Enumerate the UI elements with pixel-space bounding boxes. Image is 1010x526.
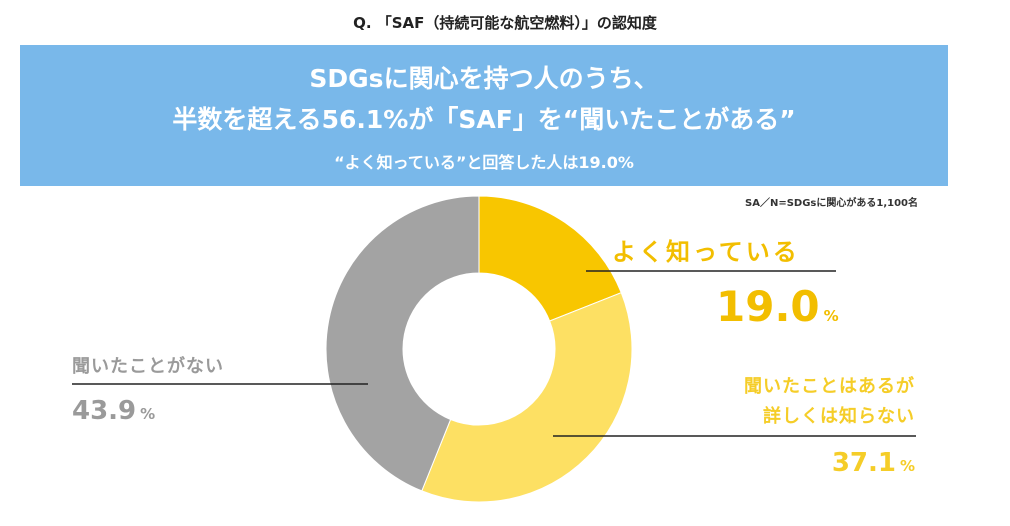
value-not-heard-number: 43.9 <box>72 396 137 426</box>
slice-well-known <box>478 195 622 322</box>
label-heard-line-2: 詳しくは知らない <box>763 406 915 427</box>
label-heard-line-1: 聞いたことはあるが <box>744 376 915 397</box>
value-well-known: 19.0% <box>716 282 839 331</box>
value-heard: 37.1% <box>832 448 915 478</box>
headline-banner: SDGsに関心を持つ人のうち、 半数を超える56.1%が「SAF」を“聞いたこと… <box>20 45 948 186</box>
banner-line-1: SDGsに関心を持つ人のうち、 <box>309 64 659 93</box>
slice-heard-not-known <box>421 292 633 503</box>
value-well-known-number: 19.0 <box>716 282 820 331</box>
value-not-heard-unit: % <box>140 405 156 423</box>
banner-line-2: 半数を超える56.1%が「SAF」を“聞いたことがある” <box>172 105 796 134</box>
value-not-heard: 43.9% <box>72 396 155 426</box>
value-heard-number: 37.1 <box>831 448 896 478</box>
sample-note: SA／N=SDGsに関心がある1,100名 <box>745 198 918 209</box>
value-heard-unit: % <box>899 457 915 475</box>
banner-line-3: “よく知っている”と回答した人は19.0% <box>334 153 634 172</box>
label-well-known: よく知っている <box>612 238 800 266</box>
question-title: Q. 「SAF（持続可能な航空燃料）」の認知度 <box>353 14 657 32</box>
label-not-heard: 聞いたことがない <box>72 356 224 377</box>
slice-not-heard <box>325 195 480 492</box>
value-well-known-unit: % <box>823 307 839 325</box>
